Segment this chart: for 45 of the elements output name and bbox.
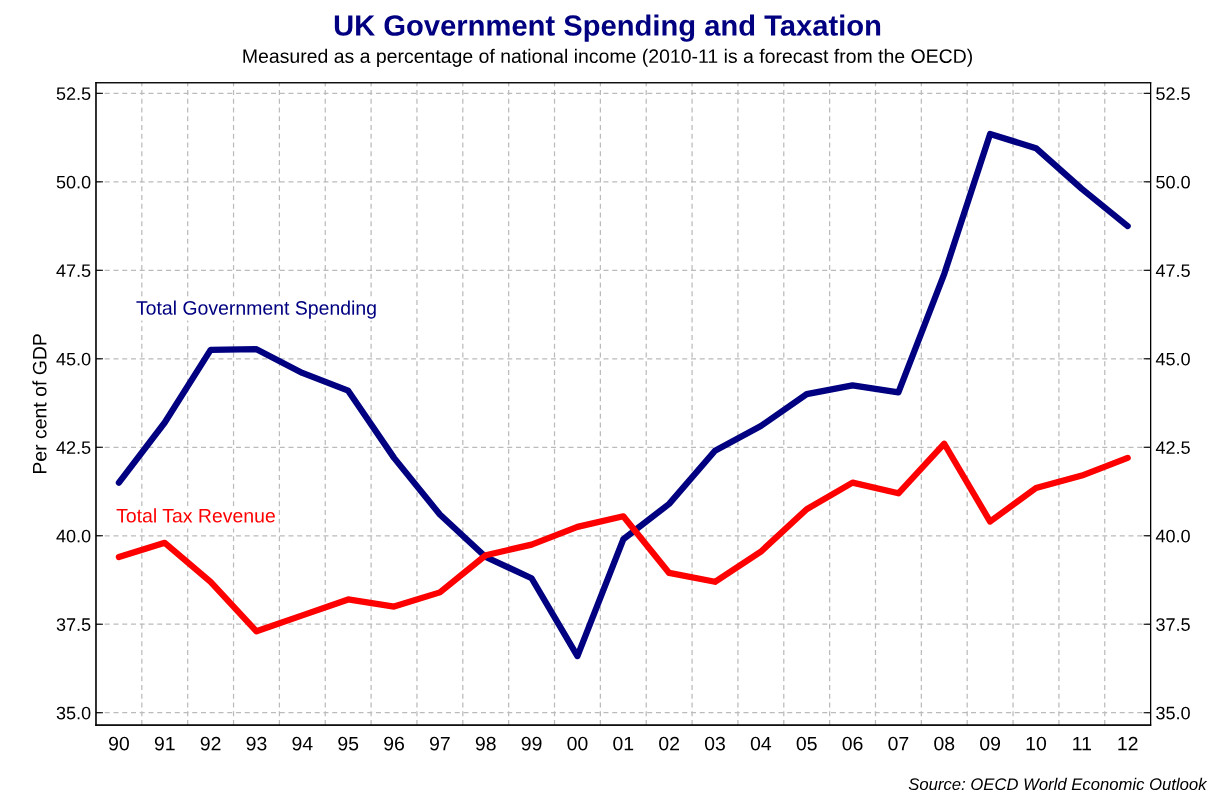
x-tick-label: 99: [521, 736, 542, 751]
x-tick-label: 03: [704, 736, 725, 751]
y2-tick-label: 50.0: [1156, 175, 1190, 189]
x-tick-label: 00: [567, 736, 588, 751]
y-tick-label: 42.5: [56, 441, 91, 454]
x-tick-label: 95: [338, 736, 359, 751]
x-tick-label: 06: [842, 736, 863, 751]
x-tick-label: 09: [980, 736, 1001, 751]
chart-title: UK Government Spending and Taxation: [334, 14, 881, 42]
x-tick-label: 08: [934, 736, 955, 751]
x-tick-label: 02: [659, 736, 679, 751]
x-tick-label: 10: [1026, 736, 1047, 751]
x-tick-label: 92: [200, 736, 221, 751]
y2-tick-label: 45.0: [1155, 352, 1190, 366]
y-tick-label: 45.0: [56, 352, 91, 366]
x-tick-label: 90: [109, 736, 129, 751]
y2-tick-label: 52.5: [1156, 87, 1190, 101]
chart-subtitle: Measured as a percentage of national income (2010-11 is a forecast from the OECD): [243, 48, 972, 67]
series-label: Total Tax Revenue: [116, 508, 275, 523]
y-tick-label: 35.0: [56, 706, 91, 720]
y2-tick-label: 47.5: [1155, 264, 1190, 278]
x-tick-label: 04: [750, 736, 772, 751]
y-tick-label: 50.0: [56, 175, 91, 189]
source-note: Source: OECD World Economic Outlook: [908, 777, 1208, 791]
y-tick-label: 47.5: [56, 264, 91, 278]
x-tick-label: 07: [888, 736, 909, 751]
y2-tick-label: 40.0: [1155, 529, 1190, 543]
x-tick-label: 93: [246, 736, 267, 751]
x-tick-label: 96: [384, 736, 404, 751]
x-tick-label: 97: [429, 736, 450, 751]
y2-tick-label: 37.5: [1156, 618, 1190, 631]
text: Total Government Spending: [136, 300, 376, 319]
x-tick-label: 11: [1073, 736, 1091, 751]
y2-tick-label: 42.5: [1155, 441, 1190, 454]
y-axis-title: Per cent of GDP: [32, 334, 47, 474]
x-tick-label: 12: [1118, 736, 1138, 751]
y-tick-label: 37.5: [56, 618, 91, 631]
y-tick-label: 52.5: [56, 87, 91, 101]
x-tick-label: 91: [154, 736, 175, 751]
y-tick-label: 40.0: [56, 529, 91, 543]
x-tick-label: 05: [796, 736, 817, 751]
y2-tick-label: 35.0: [1156, 706, 1190, 720]
x-tick-label: 01: [613, 736, 634, 751]
x-tick-label: 98: [475, 736, 496, 751]
x-tick-label: 94: [292, 736, 313, 751]
